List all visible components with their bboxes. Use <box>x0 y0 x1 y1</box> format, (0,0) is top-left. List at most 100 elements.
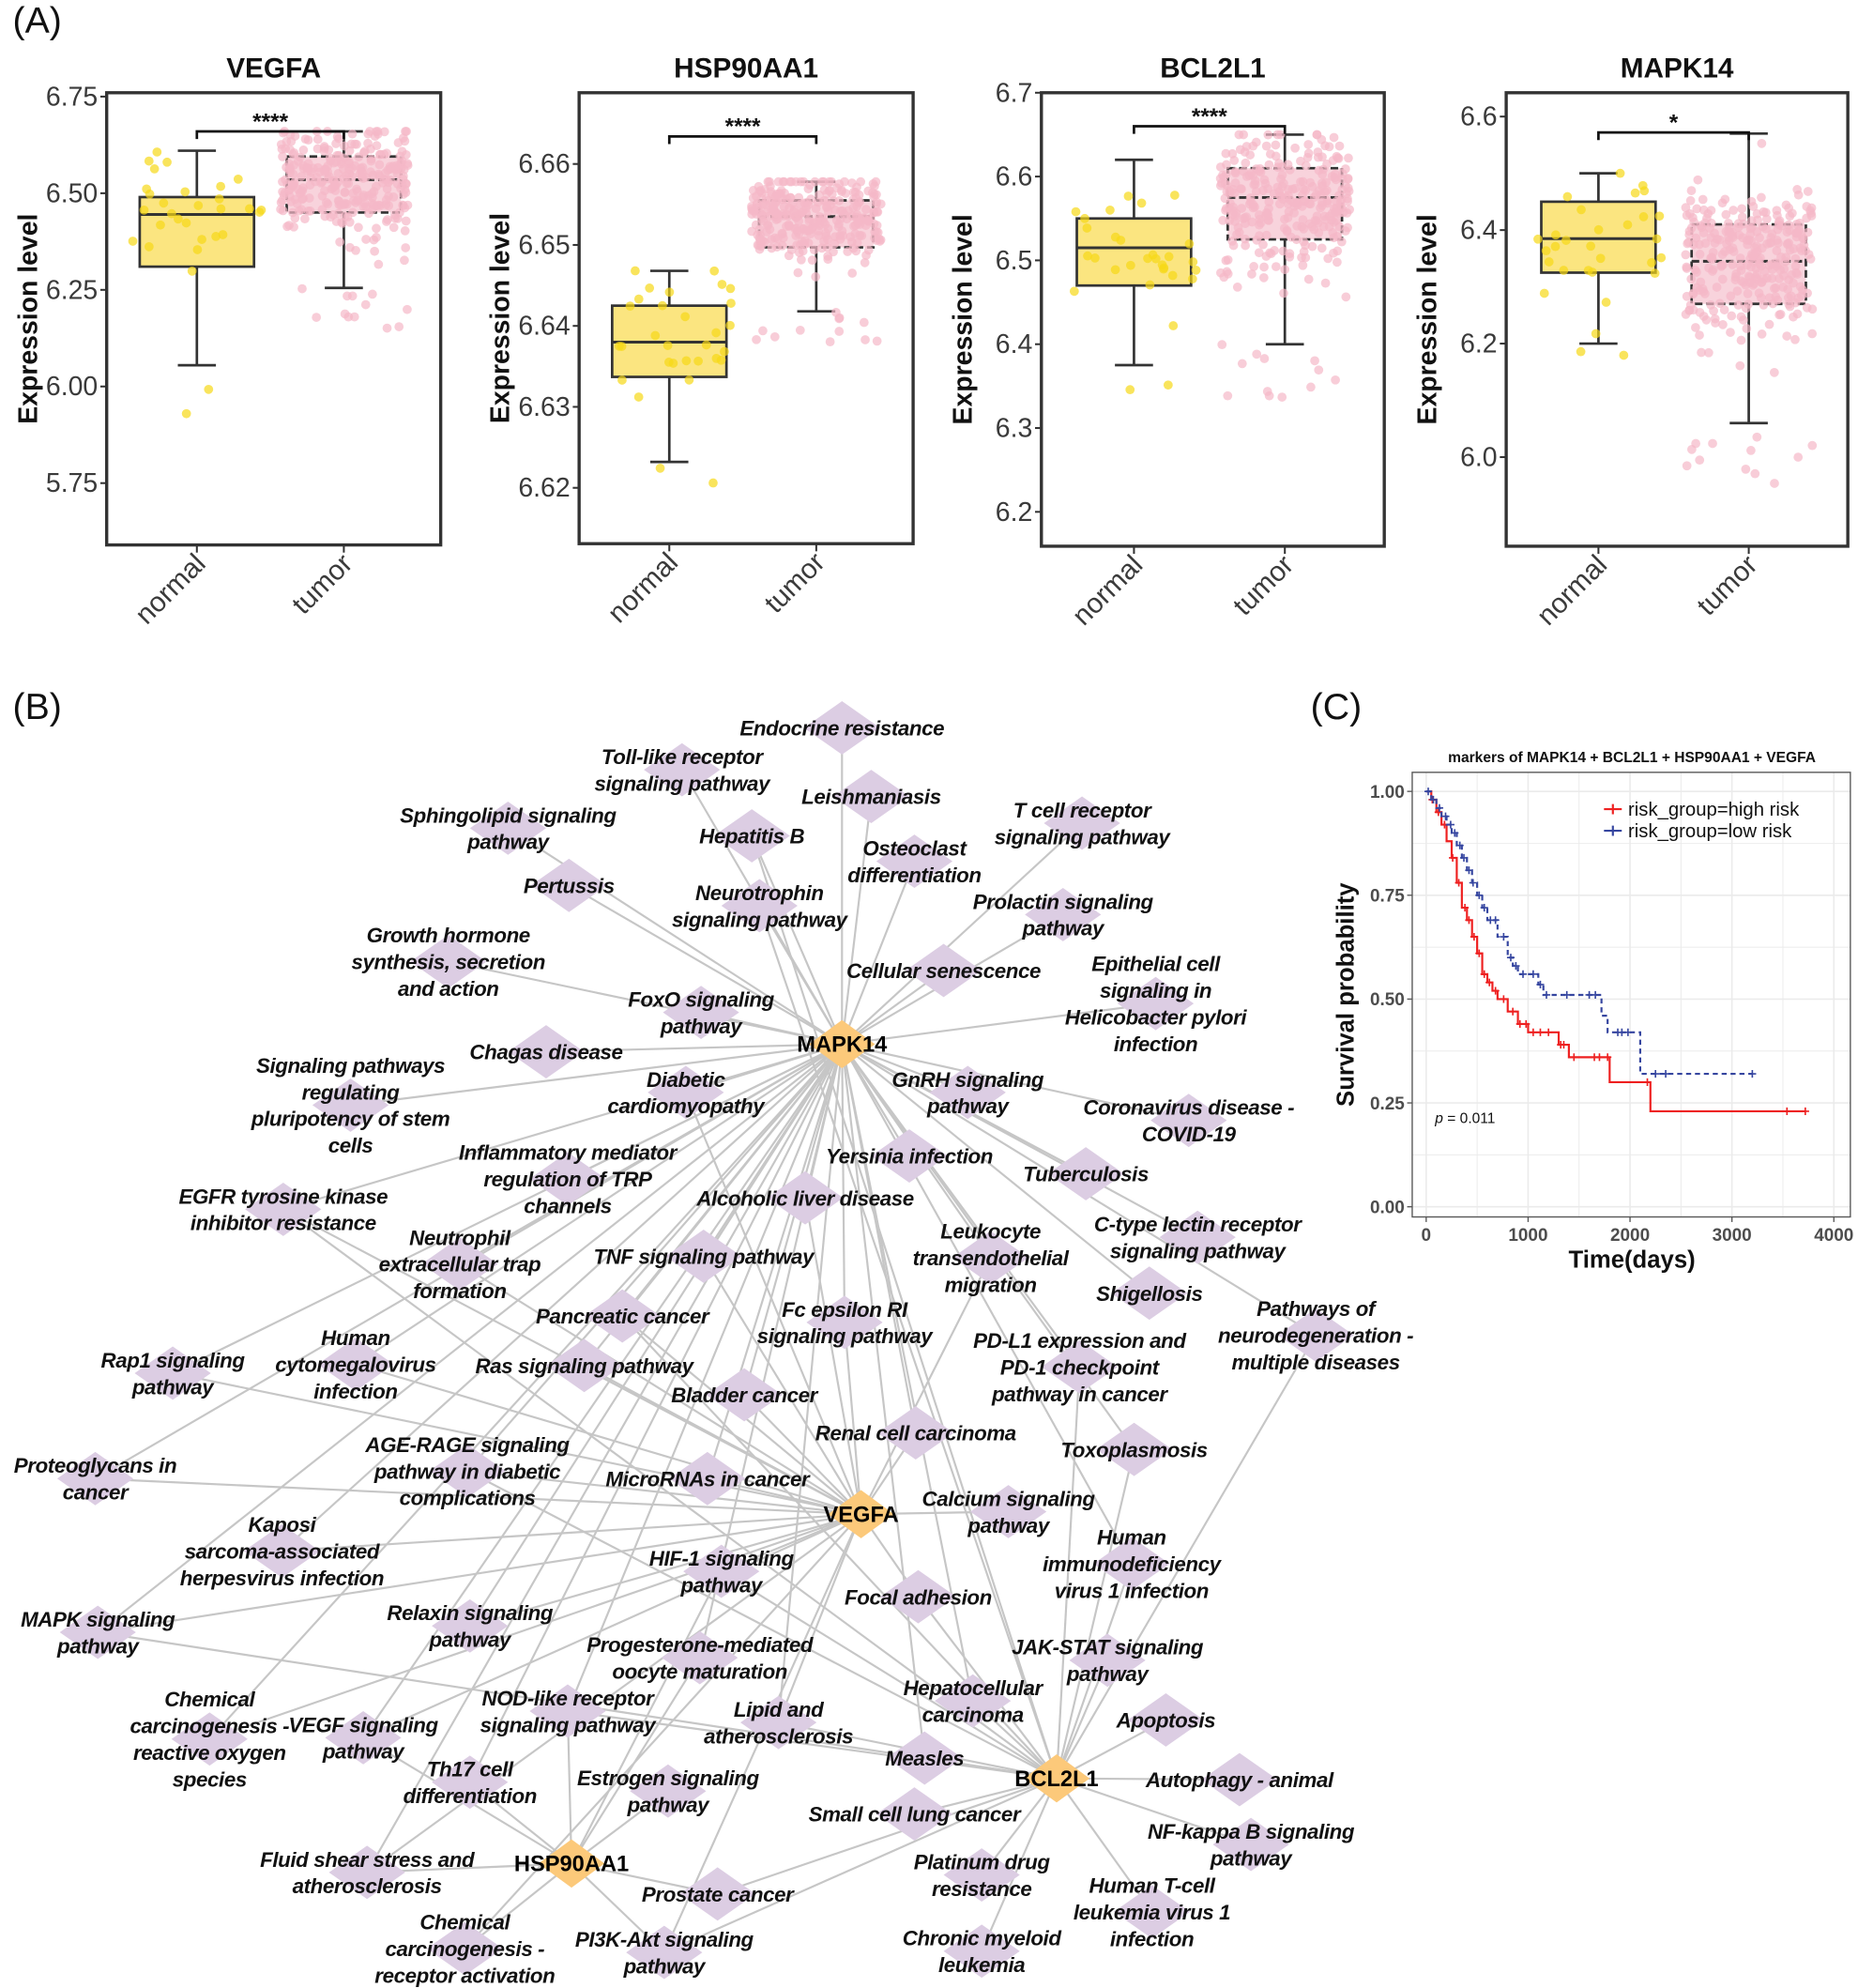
pathway-node: Human immunodeficiency virus 1 infection <box>1043 1526 1223 1603</box>
jitter-point <box>401 127 410 136</box>
jitter-point <box>1333 257 1342 268</box>
label-line: PI3K-Akt signaling <box>575 1928 754 1951</box>
hub-label: MAPK14 <box>797 1033 888 1058</box>
label-line: Shigellosis <box>1096 1282 1202 1306</box>
pathway-node: Sphingolipid signaling pathway <box>400 801 617 855</box>
label-line: differentiation <box>404 1784 537 1808</box>
jitter-point <box>1289 207 1299 218</box>
jitter-point <box>1762 238 1773 249</box>
jitter-point <box>334 196 344 206</box>
label-line: Fluid shear stress and <box>260 1848 476 1872</box>
jitter-point <box>1251 187 1261 196</box>
jitter-point <box>1726 291 1736 301</box>
label-line: Pancreatic cancer <box>536 1305 710 1328</box>
jitter-point <box>391 161 402 171</box>
pathway-node: Chronic myeloid leukemia <box>903 1924 1063 1979</box>
pathway-node: Renal cell carcinoma <box>815 1406 1016 1460</box>
jitter-point <box>1717 198 1728 208</box>
label-line: GnRH signaling <box>891 1068 1044 1092</box>
hub-node-hsp90aa1: HSP90AA1 <box>514 1839 629 1889</box>
jitter-point <box>1695 455 1705 466</box>
label-line: atherosclerosis <box>293 1874 442 1898</box>
x-tick-label-normal: normal <box>129 548 212 631</box>
jitter-point <box>278 206 288 216</box>
jitter-point <box>350 161 360 171</box>
jitter-point <box>1789 278 1798 288</box>
censor-mark <box>1509 1007 1517 1016</box>
y-tick-label: 0.25 <box>1370 1094 1405 1114</box>
censor-mark <box>1662 1070 1670 1078</box>
jitter-point <box>1650 268 1660 279</box>
pathway-diamond <box>432 1755 509 1810</box>
edge-mapk14 <box>566 1044 844 1712</box>
edge-bcl2l1 <box>663 1777 1058 1954</box>
jitter-point <box>347 129 358 139</box>
jitter-point <box>1750 468 1760 479</box>
label-line: infection <box>1114 1032 1197 1056</box>
jitter-point <box>394 322 404 331</box>
jitter-point <box>791 223 801 234</box>
jitter-point <box>784 211 793 221</box>
label-line: Sphingolipid signaling <box>400 803 617 827</box>
pathway-diamond <box>706 1368 783 1422</box>
pathway-node: Pertussis <box>524 858 615 912</box>
label-line: JAK-STAT signaling <box>1012 1636 1204 1659</box>
jitter-point <box>1790 253 1801 264</box>
jitter-point <box>751 220 761 230</box>
jitter-point <box>840 176 849 187</box>
edge-bcl2l1 <box>758 905 1058 1780</box>
censor-mark <box>1748 1070 1757 1078</box>
label-line: Neurotrophin <box>695 881 824 905</box>
jitter-point <box>708 478 718 488</box>
panel-label-a: (A) <box>13 0 62 41</box>
legend-label-high-risk: risk_group=high risk <box>1628 800 1800 820</box>
edge-hsp90aa1 <box>571 1570 723 1864</box>
jitter-point <box>711 328 721 338</box>
edge-mapk14 <box>568 884 843 1046</box>
jitter-point <box>1652 234 1662 244</box>
jitter-point <box>655 463 665 473</box>
jitter-point <box>1167 270 1178 281</box>
censor-mark <box>1480 903 1488 912</box>
jitter-point <box>1262 387 1272 396</box>
label-line: Relaxin signaling <box>387 1601 553 1625</box>
jitter-point <box>1256 167 1266 177</box>
panel-label-b: (B) <box>13 686 62 727</box>
pathway-node: Th17 cell differentiation <box>404 1755 537 1810</box>
x-tick-label-tumor: tumor <box>286 548 358 620</box>
y-tick-label: 6.64 <box>518 312 570 342</box>
y-tick-label: 6.7 <box>996 78 1033 108</box>
jitter-point <box>288 149 298 160</box>
jitter-point <box>834 327 845 336</box>
label-line: pathway <box>926 1094 1010 1118</box>
jitter-point <box>284 164 294 175</box>
jitter-point <box>1756 293 1766 303</box>
jitter-point <box>214 193 224 204</box>
label-line: signaling pathway <box>594 772 771 795</box>
pathway-label: Growth hormone synthesis, secretion and ac… <box>351 924 545 1001</box>
jitter-point <box>1080 213 1089 223</box>
jitter-point <box>820 196 830 206</box>
censor-mark <box>1522 1019 1531 1029</box>
censor-mark <box>1536 980 1545 988</box>
label-line: pathway <box>1210 1846 1293 1870</box>
panel-a-boxplots: VEGFA Expression level 5.75 6.00 6.25 6.50 6.7… <box>13 54 1850 632</box>
jitter-point <box>860 335 870 344</box>
jitter-point <box>296 188 306 197</box>
edge-mapk14 <box>282 1043 843 1211</box>
jitter-point <box>216 181 226 191</box>
jitter-point <box>1714 235 1725 245</box>
jitter-point <box>1681 250 1691 260</box>
significance-bracket <box>195 130 345 140</box>
jitter-point <box>340 188 350 197</box>
jitter-point <box>1329 132 1339 143</box>
jitter-point <box>1317 243 1327 253</box>
jitter-point <box>800 225 811 236</box>
jitter-point <box>399 190 408 199</box>
label-line: regulation of TRP <box>483 1168 652 1191</box>
jitter-point <box>359 146 370 157</box>
jitter-point <box>815 211 825 222</box>
jitter-point <box>1256 218 1266 228</box>
label-line: Calcium signaling <box>921 1487 1095 1510</box>
edge-bcl2l1 <box>466 1470 1058 1780</box>
